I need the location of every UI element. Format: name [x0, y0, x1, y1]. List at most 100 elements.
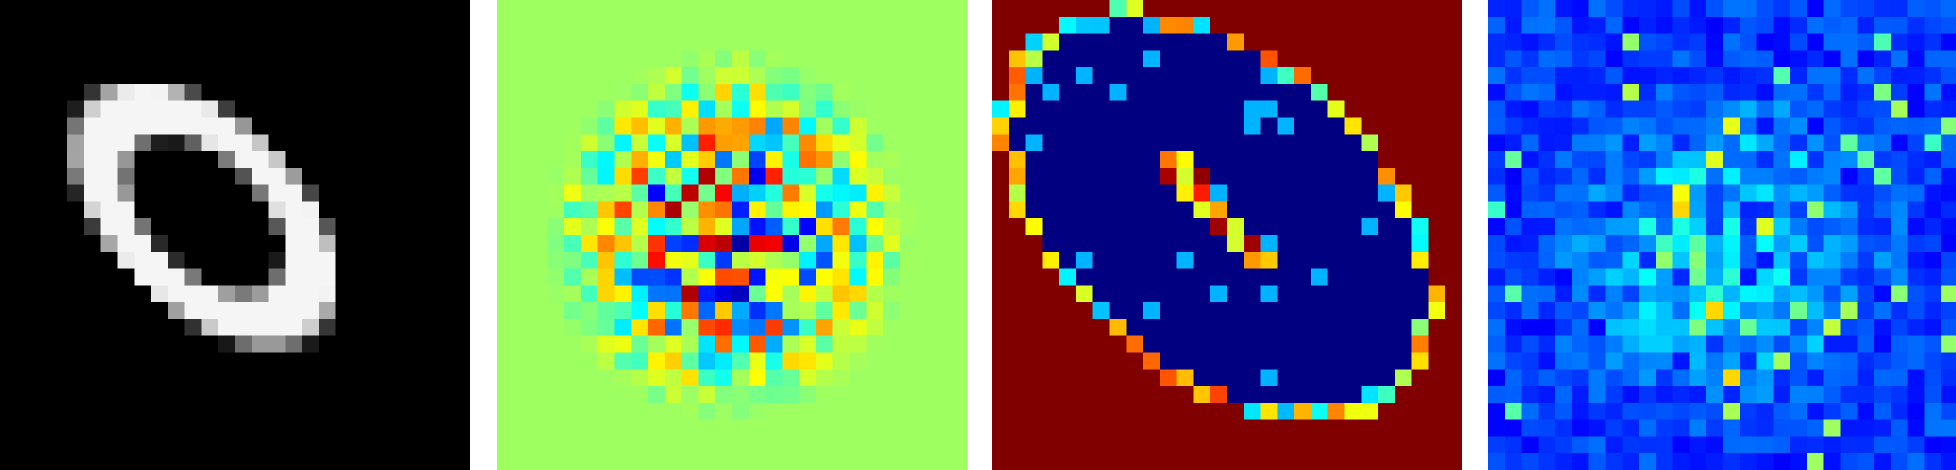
input-digit-pixel [184, 134, 202, 152]
input-digit-pixel [369, 302, 387, 320]
input-digit-pixel [201, 83, 219, 102]
edge-response-pixel [1378, 369, 1396, 387]
activation-pixel [1639, 302, 1657, 320]
input-digit-pixel [151, 369, 169, 387]
activation-pixel [1739, 134, 1757, 152]
activation-pixel [1706, 167, 1724, 185]
saliency-pixel [698, 33, 716, 51]
saliency-pixel [597, 16, 615, 34]
input-digit-pixel [302, 235, 320, 253]
edge-response-pixel [1378, 218, 1396, 236]
input-digit-pixel [402, 151, 420, 169]
edge-response-pixel [1378, 453, 1396, 470]
saliency-pixel [832, 67, 850, 85]
edge-response-pixel [1109, 335, 1127, 353]
edge-response-pixel [1075, 151, 1094, 169]
edge-response-pixel [1394, 419, 1412, 437]
input-digit-pixel [285, 134, 303, 152]
edge-response-pixel [1243, 235, 1261, 253]
saliency-pixel [547, 117, 565, 135]
edge-response-pixel [1176, 50, 1194, 68]
input-digit-pixel [335, 134, 353, 152]
activation-pixel [1488, 134, 1506, 152]
input-digit-pixel [419, 184, 437, 202]
saliency-pixel [513, 453, 531, 470]
saliency-pixel [782, 335, 800, 353]
edge-response-pixel [1344, 285, 1362, 303]
saliency-pixel [933, 33, 951, 51]
input-digit-pixel [268, 251, 286, 269]
input-digit-pixel [0, 50, 18, 68]
edge-response-pixel [1092, 117, 1110, 135]
saliency-pixel [497, 151, 515, 169]
edge-response-pixel [1025, 352, 1043, 370]
activation-pixel [1639, 335, 1657, 353]
saliency-pixel [916, 151, 934, 169]
saliency-pixel [698, 453, 716, 470]
activation-pixel [1840, 285, 1858, 303]
edge-response-pixel [1210, 151, 1228, 169]
saliency-pixel [698, 402, 716, 420]
saliency-pixel [950, 251, 967, 269]
input-digit-pixel [184, 117, 202, 135]
input-digit-pixel [0, 235, 18, 253]
edge-response-pixel [1042, 268, 1060, 286]
activation-pixel [1706, 419, 1724, 437]
edge-response-pixel [1210, 201, 1228, 219]
saliency-pixel [832, 335, 850, 353]
activation-pixel [1689, 218, 1707, 236]
activation-pixel [1756, 402, 1774, 420]
input-digit-pixel [33, 419, 51, 437]
activation-pixel [1521, 33, 1539, 51]
activation-pixel [1941, 100, 1956, 118]
activation-pixel [1555, 402, 1573, 420]
activation-pixel [1504, 16, 1522, 34]
edge-response-pixel [1260, 100, 1278, 118]
edge-response-pixel [1428, 369, 1446, 387]
saliency-pixel [664, 402, 682, 420]
saliency-pixel [681, 67, 699, 85]
input-digit-pixel [453, 268, 470, 286]
activation-pixel [1857, 0, 1875, 18]
edge-response-pixel [1361, 83, 1379, 102]
saliency-pixel [782, 352, 800, 370]
activation-pixel [1924, 67, 1942, 85]
saliency-pixel [648, 369, 666, 387]
edge-response-pixel [1075, 285, 1094, 303]
saliency-pixel [497, 268, 515, 286]
activation-pixel [1773, 167, 1791, 185]
input-digit-pixel [83, 453, 102, 470]
activation-pixel [1672, 218, 1690, 236]
saliency-pixel [698, 50, 716, 68]
saliency-pixel [580, 352, 599, 370]
saliency-pixel [631, 318, 649, 337]
saliency-pixel [899, 134, 917, 152]
input-digit-pixel [235, 83, 253, 102]
input-digit-pixel [33, 134, 51, 152]
saliency-pixel [597, 318, 615, 337]
activation-pixel [1639, 67, 1657, 85]
activation-pixel [1588, 251, 1606, 269]
saliency-pixel [866, 117, 884, 135]
input-digit-pixel [184, 33, 202, 51]
saliency-pixel [513, 100, 531, 118]
input-digit-pixel [285, 201, 303, 219]
saliency-pixel [748, 402, 766, 420]
activation-pixel [1488, 0, 1506, 18]
edge-response-pixel [1344, 453, 1362, 470]
edge-response-pixel [1260, 402, 1278, 420]
edge-response-pixel [1327, 453, 1345, 470]
activation-pixel [1622, 285, 1640, 303]
saliency-pixel [732, 285, 750, 303]
activation-pixel [1806, 436, 1825, 454]
edge-response-pixel [1193, 352, 1211, 370]
edge-response-pixel [1310, 318, 1329, 337]
edge-response-pixel [1260, 0, 1278, 18]
saliency-pixel [782, 402, 800, 420]
edge-response-pixel [1059, 386, 1077, 404]
activation-pixel [1790, 285, 1808, 303]
input-digit-pixel [117, 402, 135, 420]
input-digit-pixel [352, 436, 370, 454]
input-digit-pixel [201, 386, 219, 404]
saliency-pixel [849, 251, 867, 269]
